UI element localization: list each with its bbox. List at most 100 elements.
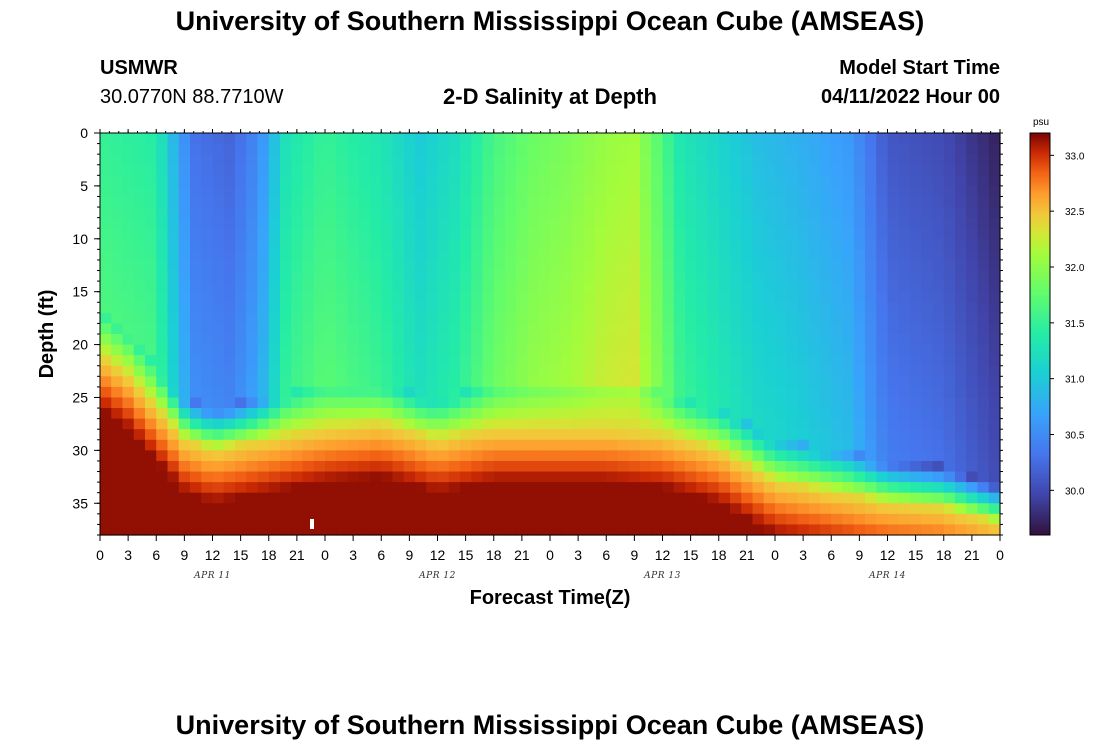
heatmap-cell	[505, 312, 517, 325]
heatmap-cell	[100, 217, 112, 229]
heatmap-cell	[527, 429, 540, 441]
heatmap-cell	[516, 291, 529, 303]
heatmap-cell	[370, 175, 382, 187]
heatmap-cell	[448, 217, 461, 229]
heatmap-cell	[190, 249, 202, 261]
heatmap-cell	[280, 228, 292, 240]
heatmap-cell	[707, 270, 720, 282]
heatmap-cell	[122, 355, 135, 367]
heatmap-cell	[347, 302, 360, 314]
heatmap-cell	[381, 503, 394, 515]
heatmap-cell	[561, 471, 574, 483]
heatmap-cell	[910, 154, 922, 166]
heatmap-cell	[955, 175, 967, 187]
heatmap-cell	[898, 355, 911, 367]
heatmap-cell	[988, 365, 1001, 377]
heatmap-cell	[910, 492, 922, 504]
heatmap-cell	[493, 164, 506, 176]
heatmap-cell	[257, 196, 270, 208]
heatmap-cell	[685, 397, 697, 409]
heatmap-cell	[606, 503, 619, 515]
heatmap-cell	[111, 439, 124, 451]
heatmap-cell	[763, 386, 776, 399]
heatmap-cell	[741, 334, 754, 346]
heatmap-cell	[347, 259, 360, 272]
heatmap-cell	[167, 291, 180, 303]
heatmap-cell	[246, 281, 259, 293]
heatmap-cell	[752, 259, 765, 272]
heatmap-cell	[775, 503, 787, 515]
heatmap-cell	[842, 281, 855, 293]
heatmap-cell	[662, 365, 675, 377]
heatmap-cell	[775, 175, 787, 187]
heatmap-cell	[898, 376, 911, 388]
heatmap-cell	[606, 344, 619, 356]
heatmap-cell	[786, 503, 799, 515]
heatmap-cell	[966, 312, 979, 325]
heatmap-cell	[302, 397, 315, 409]
heatmap-cell	[178, 471, 191, 483]
heatmap-cell	[741, 482, 754, 494]
heatmap-cell	[797, 323, 810, 335]
heatmap-cell	[190, 259, 202, 272]
heatmap-cell	[493, 133, 506, 145]
heatmap-cell	[921, 450, 934, 462]
heatmap-cell	[640, 217, 652, 229]
heatmap-cell	[392, 376, 405, 388]
heatmap-cell	[325, 334, 337, 346]
heatmap-cell	[583, 133, 596, 145]
heatmap-cell	[313, 164, 326, 176]
heatmap-cell	[583, 164, 596, 176]
heatmap-cell	[898, 312, 911, 325]
heatmap-cell	[696, 376, 709, 388]
heatmap-cell	[482, 207, 495, 219]
heatmap-cell	[347, 175, 360, 187]
heatmap-cell	[572, 302, 585, 314]
heatmap-cell	[325, 238, 337, 250]
heatmap-cell	[437, 270, 450, 282]
heatmap-cell	[223, 334, 236, 346]
heatmap-cell	[538, 408, 551, 420]
heatmap-cell	[493, 143, 506, 155]
heatmap-cell	[887, 143, 900, 155]
heatmap-cell	[471, 386, 484, 399]
heatmap-cell	[651, 355, 664, 367]
heatmap-cell	[572, 334, 585, 346]
heatmap-cell	[887, 249, 900, 261]
heatmap-cell	[100, 196, 112, 208]
heatmap-cell	[302, 196, 315, 208]
heatmap-cell	[977, 439, 990, 451]
heatmap-cell	[808, 376, 821, 388]
heatmap-cell	[133, 397, 146, 409]
heatmap-cell	[673, 164, 686, 176]
heatmap-cell	[145, 334, 157, 346]
heatmap-cell	[966, 185, 979, 198]
heatmap-cell	[977, 503, 990, 515]
heatmap-cell	[550, 175, 562, 187]
heatmap-cell	[583, 154, 596, 166]
heatmap-cell	[156, 482, 169, 494]
heatmap-cell	[426, 450, 439, 462]
heatmap-cell	[831, 386, 844, 399]
heatmap-cell	[437, 291, 450, 303]
heatmap-cell	[730, 344, 742, 356]
heatmap-cell	[325, 207, 337, 219]
heatmap-cell	[178, 133, 191, 145]
heatmap-cell	[696, 185, 709, 198]
heatmap-cell	[550, 249, 562, 261]
heatmap-cell	[752, 312, 765, 325]
heatmap-cell	[673, 291, 686, 303]
heatmap-cell	[505, 365, 517, 377]
heatmap-cell	[538, 185, 551, 198]
heatmap-cell	[223, 418, 236, 430]
heatmap-cell	[448, 524, 461, 536]
heatmap-cell	[820, 164, 832, 176]
heatmap-cell	[595, 513, 607, 526]
heatmap-cell	[313, 185, 326, 198]
heatmap-cell	[628, 291, 641, 303]
heatmap-cell	[977, 259, 990, 272]
heatmap-cell	[628, 513, 641, 526]
heatmap-cell	[268, 355, 281, 367]
heatmap-cell	[673, 503, 686, 515]
heatmap-cell	[730, 323, 742, 335]
